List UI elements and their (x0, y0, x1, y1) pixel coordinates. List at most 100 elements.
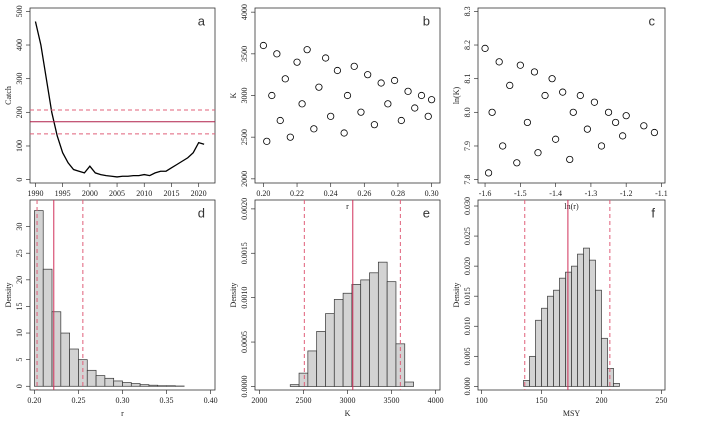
bar (166, 385, 176, 387)
x-tick-label: 0.30 (116, 396, 130, 405)
point (276, 116, 284, 125)
point (576, 91, 584, 100)
catch-line (34, 21, 205, 178)
point (619, 132, 627, 140)
x-tick-label: 2020 (191, 189, 207, 198)
panel: 100 150 200 250 0.000 0.005 0.010 0.015 0.020 0.0… (452, 197, 668, 418)
y-tick-label: 3500 (240, 46, 249, 62)
bar (541, 307, 548, 387)
point (281, 75, 289, 83)
x-tick-label: 0.35 (160, 396, 174, 405)
bar (342, 292, 353, 387)
point (315, 83, 323, 91)
bar (307, 350, 318, 387)
y-tick-label: 7.9 (463, 141, 472, 151)
y-tick-label: 0.015 (463, 287, 472, 305)
bar (289, 384, 300, 387)
point (523, 118, 531, 127)
y-tick-label: 2500 (240, 129, 249, 145)
bar (601, 337, 608, 387)
bar (42, 268, 53, 387)
y-tick-label: 0.0010 (240, 287, 249, 309)
y-tick-label: 0.000 (463, 377, 472, 395)
point (263, 137, 271, 145)
x-tick-label: -1.1 (655, 189, 668, 198)
y-tick-label: 0.005 (463, 347, 472, 365)
x-tick-label: -1.2 (620, 189, 633, 198)
x-tick-label: -1.3 (585, 189, 598, 198)
point (377, 79, 385, 87)
point (340, 129, 348, 137)
bar (565, 271, 572, 387)
x-tick-label: 0.20 (256, 189, 270, 198)
x-axis-label: r (346, 202, 349, 211)
y-tick-label: 0 (15, 178, 24, 182)
bar (34, 210, 44, 387)
bar (547, 295, 554, 387)
y-axis-label: Catch (4, 86, 13, 105)
y-tick-label: 7.8 (463, 175, 472, 185)
bar (130, 383, 141, 387)
point (481, 44, 489, 52)
point (597, 142, 606, 150)
bar (607, 368, 614, 387)
point (516, 61, 524, 69)
bar (571, 265, 578, 387)
point (364, 71, 372, 79)
x-tick-label: 0.22 (290, 189, 304, 198)
point (552, 135, 560, 143)
x-tick-label: 0.26 (357, 189, 371, 198)
y-tick-label: 0.010 (463, 317, 472, 335)
bar (583, 247, 590, 387)
x-tick-label: 150 (536, 396, 548, 405)
point (534, 149, 542, 157)
point (622, 112, 630, 120)
point (350, 62, 358, 70)
panel: 0.20 0.25 0.30 0.35 0.40 0 5 10 15 20 25 30 d r Densit… (4, 199, 218, 418)
bar (316, 331, 326, 387)
bar (535, 319, 542, 387)
y-axis-label: Density (229, 283, 238, 308)
y-tick-label: 100 (15, 140, 24, 152)
x-tick-label: 0.40 (204, 396, 218, 405)
point (333, 66, 342, 75)
y-tick-label: 400 (15, 39, 24, 51)
point (484, 169, 493, 177)
plot-frame (477, 199, 666, 391)
bar (69, 348, 79, 387)
x-axis-label: MSY (563, 409, 581, 418)
y-tick-label: 0.025 (463, 227, 472, 245)
point (293, 58, 301, 66)
x-tick-label: 2015 (163, 189, 179, 198)
x-tick-label: -1.4 (549, 189, 562, 198)
y-tick-label: 30 (15, 223, 24, 231)
y-tick-label: 3000 (240, 88, 249, 104)
x-tick-label: 0.28 (391, 189, 405, 198)
y-axis-label: Density (452, 283, 461, 308)
bar (404, 381, 414, 387)
x-tick-label: -1.6 (479, 189, 492, 198)
panel-label: b (423, 13, 430, 28)
y-tick-label: 500 (15, 5, 24, 17)
bar (139, 384, 150, 387)
point (499, 142, 507, 150)
bar (386, 281, 397, 387)
point (488, 108, 496, 116)
x-tick-label: 0.25 (71, 396, 85, 405)
x-tick-label: 2005 (109, 189, 125, 198)
bar (325, 313, 335, 387)
point (327, 112, 335, 120)
panel: 2000 2500 3000 3500 4000 0.0000 0.0005 0.0010 0.… (229, 198, 444, 418)
point (370, 121, 379, 129)
y-axis-label: Density (4, 283, 13, 308)
y-tick-label: 300 (15, 73, 24, 85)
bar (377, 261, 388, 387)
x-axis-label: ln(r) (564, 202, 579, 211)
x-tick-label: 2000 (82, 189, 98, 198)
bar (86, 369, 97, 387)
x-axis-label: K (345, 409, 351, 418)
point (322, 54, 330, 62)
bar (60, 332, 70, 387)
panel: 1990 1995 2000 2005 2010 2015 2020 0 100 200 300 40… (4, 5, 216, 198)
bar (298, 372, 309, 387)
